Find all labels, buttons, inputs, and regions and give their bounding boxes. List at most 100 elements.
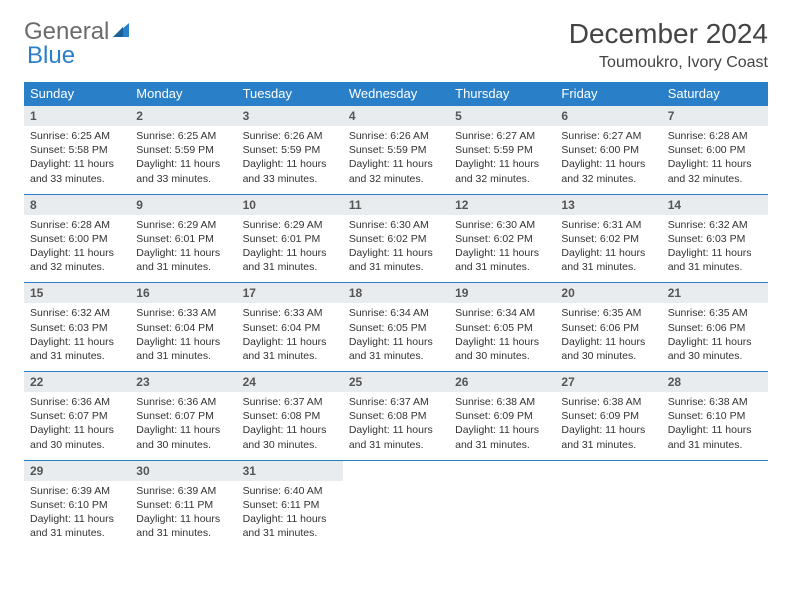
sunset-line: Sunset: 6:03 PM (30, 321, 124, 335)
calendar-cell (555, 460, 661, 548)
calendar-cell: 31Sunrise: 6:40 AMSunset: 6:11 PMDayligh… (237, 460, 343, 548)
daylight-line: Daylight: 11 hours and 31 minutes. (243, 246, 337, 274)
calendar-cell: 29Sunrise: 6:39 AMSunset: 6:10 PMDayligh… (24, 460, 130, 548)
calendar-cell: 11Sunrise: 6:30 AMSunset: 6:02 PMDayligh… (343, 194, 449, 283)
daylight-line: Daylight: 11 hours and 31 minutes. (455, 423, 549, 451)
sunrise-line: Sunrise: 6:34 AM (455, 306, 549, 320)
day-number: 13 (555, 195, 661, 215)
daylight-line: Daylight: 11 hours and 31 minutes. (243, 335, 337, 363)
sunrise-line: Sunrise: 6:33 AM (243, 306, 337, 320)
month-title: December 2024 (569, 18, 768, 50)
day-details: Sunrise: 6:28 AMSunset: 6:00 PMDaylight:… (662, 126, 768, 194)
sunset-line: Sunset: 6:06 PM (668, 321, 762, 335)
daylight-line: Daylight: 11 hours and 32 minutes. (668, 157, 762, 185)
sunset-line: Sunset: 6:04 PM (136, 321, 230, 335)
day-number: 22 (24, 372, 130, 392)
brand-sail-icon (111, 21, 131, 39)
day-number: 25 (343, 372, 449, 392)
calendar-cell (662, 460, 768, 548)
weekday-sunday: Sunday (24, 82, 130, 106)
calendar-cell: 14Sunrise: 6:32 AMSunset: 6:03 PMDayligh… (662, 194, 768, 283)
daylight-line: Daylight: 11 hours and 32 minutes. (455, 157, 549, 185)
sunrise-line: Sunrise: 6:28 AM (668, 129, 762, 143)
day-number: 1 (24, 106, 130, 126)
day-number: 20 (555, 283, 661, 303)
day-details: Sunrise: 6:35 AMSunset: 6:06 PMDaylight:… (662, 303, 768, 371)
daylight-line: Daylight: 11 hours and 31 minutes. (668, 423, 762, 451)
daylight-line: Daylight: 11 hours and 31 minutes. (561, 246, 655, 274)
calendar-cell: 2Sunrise: 6:25 AMSunset: 5:59 PMDaylight… (130, 106, 236, 195)
daylight-line: Daylight: 11 hours and 31 minutes. (136, 335, 230, 363)
sunrise-line: Sunrise: 6:37 AM (243, 395, 337, 409)
sunrise-line: Sunrise: 6:25 AM (136, 129, 230, 143)
day-number: 28 (662, 372, 768, 392)
sunset-line: Sunset: 6:11 PM (136, 498, 230, 512)
day-details: Sunrise: 6:25 AMSunset: 5:58 PMDaylight:… (24, 126, 130, 194)
calendar-cell: 10Sunrise: 6:29 AMSunset: 6:01 PMDayligh… (237, 194, 343, 283)
daylight-line: Daylight: 11 hours and 33 minutes. (30, 157, 124, 185)
calendar-cell: 17Sunrise: 6:33 AMSunset: 6:04 PMDayligh… (237, 283, 343, 372)
calendar-body: 1Sunrise: 6:25 AMSunset: 5:58 PMDaylight… (24, 106, 768, 549)
calendar-cell: 4Sunrise: 6:26 AMSunset: 5:59 PMDaylight… (343, 106, 449, 195)
calendar-cell: 1Sunrise: 6:25 AMSunset: 5:58 PMDaylight… (24, 106, 130, 195)
sunset-line: Sunset: 6:10 PM (668, 409, 762, 423)
sunrise-line: Sunrise: 6:32 AM (30, 306, 124, 320)
weekday-tuesday: Tuesday (237, 82, 343, 106)
weekday-thursday: Thursday (449, 82, 555, 106)
sunrise-line: Sunrise: 6:28 AM (30, 218, 124, 232)
calendar-row: 22Sunrise: 6:36 AMSunset: 6:07 PMDayligh… (24, 372, 768, 461)
sunrise-line: Sunrise: 6:27 AM (561, 129, 655, 143)
header-row: General December 2024 Toumoukro, Ivory C… (24, 18, 768, 72)
day-number: 23 (130, 372, 236, 392)
day-number: 21 (662, 283, 768, 303)
day-number: 12 (449, 195, 555, 215)
daylight-line: Daylight: 11 hours and 30 minutes. (243, 423, 337, 451)
sunset-line: Sunset: 6:07 PM (30, 409, 124, 423)
calendar-cell: 7Sunrise: 6:28 AMSunset: 6:00 PMDaylight… (662, 106, 768, 195)
day-details: Sunrise: 6:33 AMSunset: 6:04 PMDaylight:… (130, 303, 236, 371)
daylight-line: Daylight: 11 hours and 31 minutes. (30, 512, 124, 540)
calendar-cell: 26Sunrise: 6:38 AMSunset: 6:09 PMDayligh… (449, 372, 555, 461)
sunset-line: Sunset: 6:05 PM (349, 321, 443, 335)
calendar-cell: 15Sunrise: 6:32 AMSunset: 6:03 PMDayligh… (24, 283, 130, 372)
day-number: 9 (130, 195, 236, 215)
sunrise-line: Sunrise: 6:30 AM (455, 218, 549, 232)
sunrise-line: Sunrise: 6:39 AM (30, 484, 124, 498)
day-details: Sunrise: 6:36 AMSunset: 6:07 PMDaylight:… (24, 392, 130, 460)
day-number: 4 (343, 106, 449, 126)
day-details: Sunrise: 6:32 AMSunset: 6:03 PMDaylight:… (24, 303, 130, 371)
day-number: 24 (237, 372, 343, 392)
day-number: 30 (130, 461, 236, 481)
day-details: Sunrise: 6:27 AMSunset: 6:00 PMDaylight:… (555, 126, 661, 194)
calendar-cell (449, 460, 555, 548)
sunset-line: Sunset: 6:08 PM (349, 409, 443, 423)
calendar-row: 1Sunrise: 6:25 AMSunset: 5:58 PMDaylight… (24, 106, 768, 195)
daylight-line: Daylight: 11 hours and 31 minutes. (349, 335, 443, 363)
sunrise-line: Sunrise: 6:38 AM (561, 395, 655, 409)
sunset-line: Sunset: 6:02 PM (349, 232, 443, 246)
sunrise-line: Sunrise: 6:34 AM (349, 306, 443, 320)
daylight-line: Daylight: 11 hours and 31 minutes. (455, 246, 549, 274)
sunset-line: Sunset: 5:58 PM (30, 143, 124, 157)
daylight-line: Daylight: 11 hours and 31 minutes. (243, 512, 337, 540)
daylight-line: Daylight: 11 hours and 30 minutes. (455, 335, 549, 363)
daylight-line: Daylight: 11 hours and 31 minutes. (136, 246, 230, 274)
day-details: Sunrise: 6:36 AMSunset: 6:07 PMDaylight:… (130, 392, 236, 460)
sunset-line: Sunset: 6:02 PM (455, 232, 549, 246)
calendar-cell: 19Sunrise: 6:34 AMSunset: 6:05 PMDayligh… (449, 283, 555, 372)
sunrise-line: Sunrise: 6:38 AM (668, 395, 762, 409)
sunrise-line: Sunrise: 6:25 AM (30, 129, 124, 143)
daylight-line: Daylight: 11 hours and 33 minutes. (243, 157, 337, 185)
sunrise-line: Sunrise: 6:33 AM (136, 306, 230, 320)
daylight-line: Daylight: 11 hours and 32 minutes. (30, 246, 124, 274)
day-details: Sunrise: 6:27 AMSunset: 5:59 PMDaylight:… (449, 126, 555, 194)
day-number: 26 (449, 372, 555, 392)
day-details: Sunrise: 6:26 AMSunset: 5:59 PMDaylight:… (237, 126, 343, 194)
day-details: Sunrise: 6:25 AMSunset: 5:59 PMDaylight:… (130, 126, 236, 194)
calendar-cell: 27Sunrise: 6:38 AMSunset: 6:09 PMDayligh… (555, 372, 661, 461)
calendar-cell: 3Sunrise: 6:26 AMSunset: 5:59 PMDaylight… (237, 106, 343, 195)
brand-word-2: Blue (27, 42, 75, 70)
daylight-line: Daylight: 11 hours and 32 minutes. (349, 157, 443, 185)
sunrise-line: Sunrise: 6:30 AM (349, 218, 443, 232)
sunrise-line: Sunrise: 6:39 AM (136, 484, 230, 498)
